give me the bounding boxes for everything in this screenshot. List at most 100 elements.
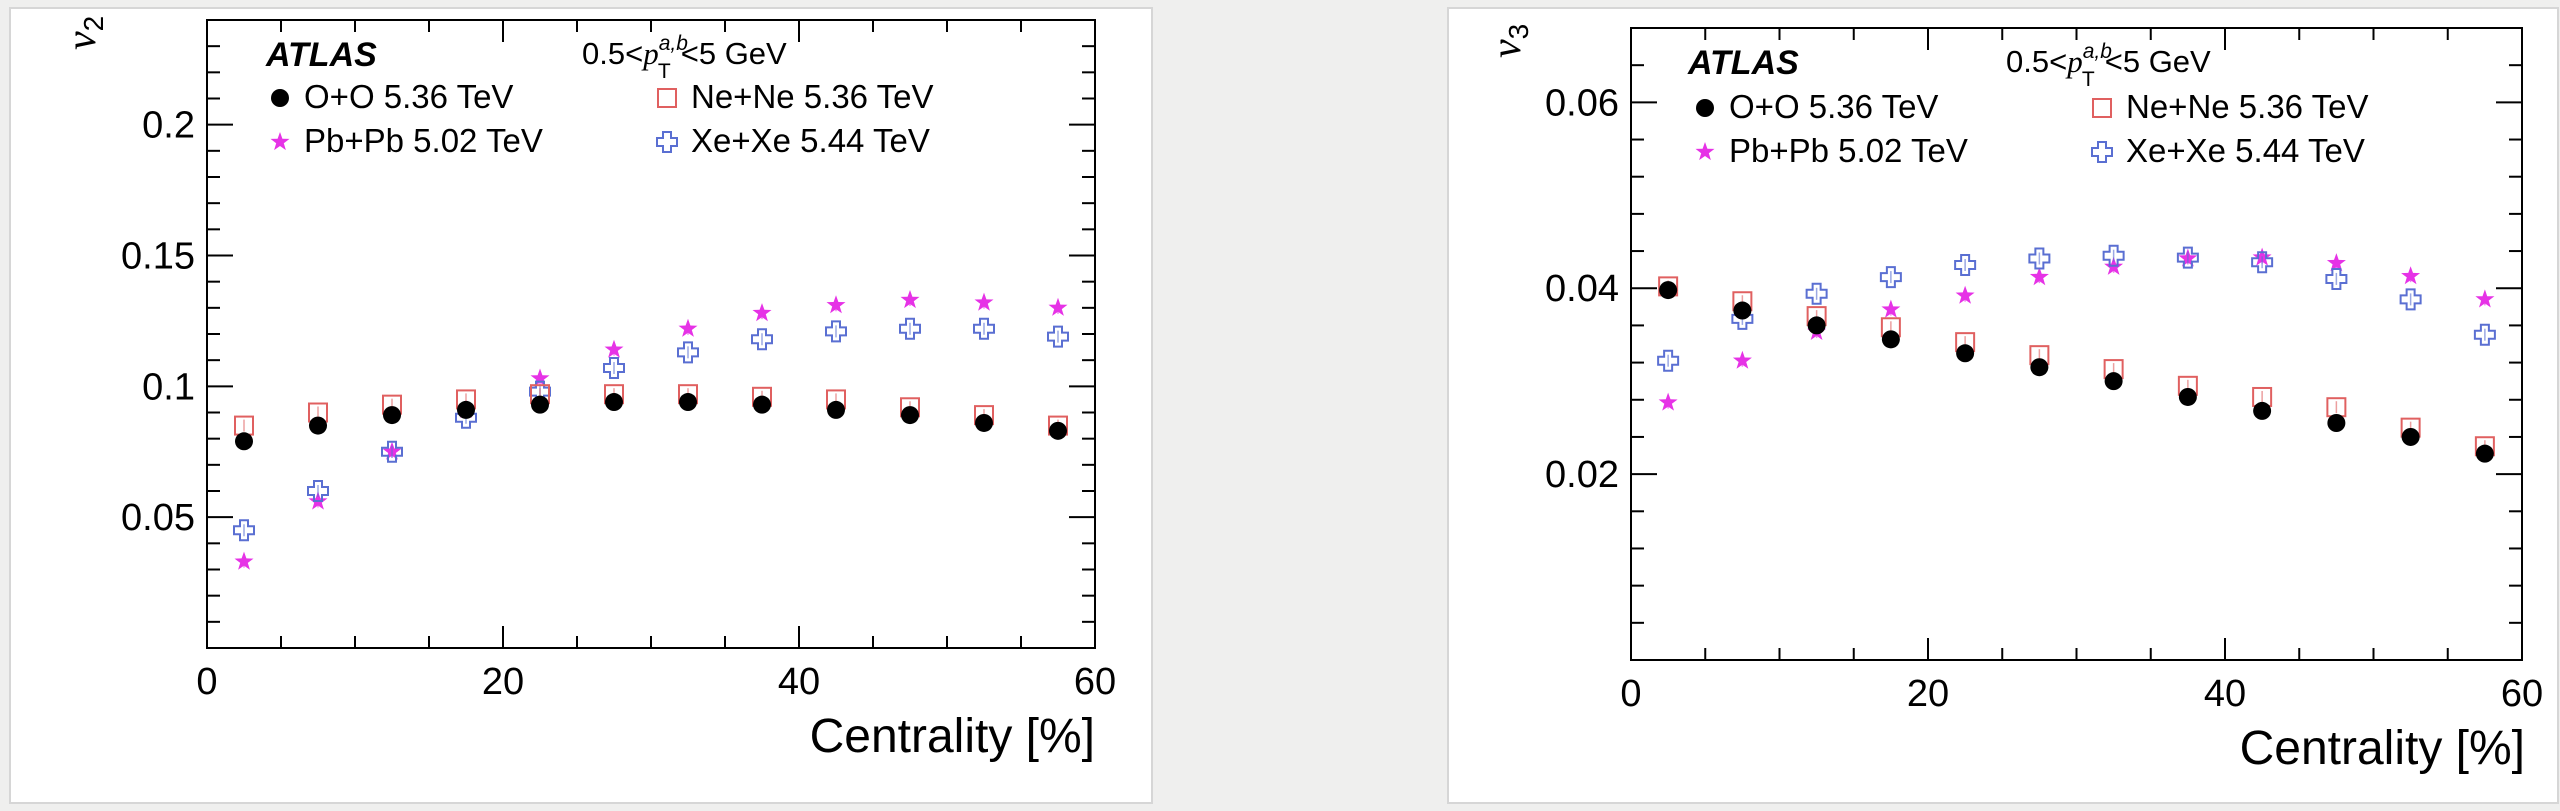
data-point-oo — [457, 400, 475, 419]
panel-v2: 0 20 40 60 0.05 0.1 0.15 0.2 Centrality [%] v2 ATL… — [9, 7, 1153, 804]
panel-v3: 0 20 40 60 0.02 0.04 0.06 Centrality [%] v3 ATLAS… — [1447, 7, 2559, 804]
legend-marker-nene — [2092, 98, 2112, 118]
data-point-xexe — [1954, 254, 1977, 276]
kinematic-cut-part: p — [2065, 44, 2083, 79]
data-point-oo — [1956, 344, 1975, 363]
x-tick-label: 20 — [482, 661, 524, 703]
data-point-oo — [2104, 372, 2123, 391]
y-tick-label: 0.06 — [1545, 82, 1619, 124]
x-tick-label: 20 — [1907, 673, 1949, 715]
data-point-pbpb — [1955, 285, 1975, 304]
kinematic-cut-part: p — [641, 36, 659, 71]
kinematic-cut-part: a,b — [2083, 40, 2113, 63]
data-point-pbpb — [1048, 297, 1068, 316]
data-point-oo — [309, 416, 327, 435]
y-axis-title-sub: 3 — [1503, 24, 1534, 40]
data-point-oo — [2475, 444, 2494, 463]
kinematic-cut-part: a,b — [659, 32, 689, 55]
atlas-label: ATLAS — [265, 36, 377, 74]
data-point-oo — [1049, 421, 1067, 440]
data-point-oo — [1881, 330, 1900, 349]
y-axis-title-main: v — [59, 31, 105, 50]
data-point-xexe — [2028, 247, 2051, 270]
data-point-xexe — [1657, 349, 1680, 372]
kinematic-cut-part: <5 GeV — [2105, 44, 2211, 79]
data-point-xexe — [2176, 246, 2199, 269]
data-point-xexe — [2102, 244, 2125, 267]
x-tick-label: 60 — [1074, 661, 1116, 703]
legend-label-oo: O+O 5.36 TeV — [304, 78, 513, 115]
x-tick-label: 60 — [2501, 673, 2543, 715]
legend-marker-pbpb — [1695, 142, 1715, 161]
data-point-oo — [605, 393, 623, 412]
legend-label-nene: Ne+Ne 5.36 TeV — [2126, 88, 2368, 125]
data-point-oo — [1659, 281, 1678, 300]
chart-v3-plot: 0 20 40 60 0.02 0.04 0.06 Centrality [%] v3 ATLAS… — [1484, 24, 2543, 775]
data-point-oo — [2253, 401, 2272, 420]
legend-label-xexe: Xe+Xe 5.44 TeV — [691, 122, 930, 159]
data-point-xexe — [2251, 251, 2274, 274]
data-point-oo — [901, 406, 919, 425]
y-tick-label: 0.04 — [1545, 268, 1619, 310]
data-point-oo — [2401, 427, 2420, 446]
data-point-pbpb — [530, 368, 550, 387]
data-point-oo — [679, 393, 697, 412]
kinematic-cut-part: T — [2082, 68, 2095, 91]
legend-label-oo: O+O 5.36 TeV — [1729, 88, 1938, 125]
data-point-oo — [235, 432, 253, 451]
data-point-pbpb — [234, 551, 254, 570]
atlas-label: ATLAS — [1687, 44, 1799, 82]
legend-marker-xexe — [656, 131, 678, 153]
legend-marker-pbpb — [270, 132, 290, 151]
data-point-xexe — [973, 317, 995, 340]
data-point-xexe — [1805, 282, 1828, 305]
data-point-oo — [2030, 358, 2049, 377]
legend-label-pbpb: Pb+Pb 5.02 TeV — [304, 122, 543, 159]
data-point-oo — [531, 395, 549, 414]
data-point-xexe — [2399, 288, 2422, 311]
data-point-xexe — [677, 341, 699, 364]
legend-label-nene: Ne+Ne 5.36 TeV — [691, 78, 933, 115]
data-point-oo — [383, 406, 401, 425]
data-point-xexe — [2325, 267, 2348, 290]
legend-marker-oo — [271, 89, 289, 107]
data-point-xexe — [1047, 325, 1069, 348]
data-point-oo — [753, 395, 771, 414]
data-point-oo — [1733, 301, 1752, 320]
legend-marker-nene — [657, 88, 677, 108]
data-point-pbpb — [2475, 289, 2495, 308]
y-axis-title-main: v — [1484, 39, 1530, 58]
data-point-pbpb — [752, 303, 772, 322]
kinematic-cut-label: 0.5<pa,b T <5 GeV — [2006, 40, 2211, 91]
legend-label-xexe: Xe+Xe 5.44 TeV — [2126, 132, 2365, 169]
legend-marker-xexe — [2091, 141, 2113, 163]
data-point-xexe — [381, 440, 403, 463]
panel-v3-background — [1447, 7, 2559, 804]
legend-marker-oo — [1696, 99, 1714, 117]
data-point-xexe — [2473, 323, 2496, 346]
x-tick-label: 40 — [2204, 673, 2246, 715]
y-axis-title-sub: 2 — [78, 16, 109, 32]
data-point-xexe — [899, 317, 921, 340]
data-point-xexe — [603, 357, 625, 380]
x-tick-label: 0 — [1620, 673, 1641, 715]
kinematic-cut-part: T — [658, 60, 671, 83]
legend-label-pbpb: Pb+Pb 5.02 TeV — [1729, 132, 1968, 169]
data-point-oo — [2327, 414, 2346, 432]
data-point-pbpb — [900, 290, 920, 309]
data-point-pbpb — [2029, 267, 2049, 286]
kinematic-cut-part: 0.5< — [2006, 44, 2067, 79]
x-tick-label: 0 — [196, 661, 217, 703]
y-tick-label: 0.02 — [1545, 454, 1619, 496]
x-axis-title: Centrality [%] — [2240, 722, 2525, 775]
data-point-pbpb — [826, 295, 846, 314]
data-point-xexe — [1879, 266, 1902, 289]
y-tick-label: 0.05 — [121, 497, 195, 539]
data-point-oo — [1807, 316, 1826, 335]
y-axis-title: v2 — [59, 16, 109, 50]
y-tick-label: 0.1 — [142, 366, 195, 408]
x-tick-label: 40 — [778, 661, 820, 703]
data-point-oo — [827, 400, 845, 419]
kinematic-cut-part: 0.5< — [582, 36, 643, 71]
